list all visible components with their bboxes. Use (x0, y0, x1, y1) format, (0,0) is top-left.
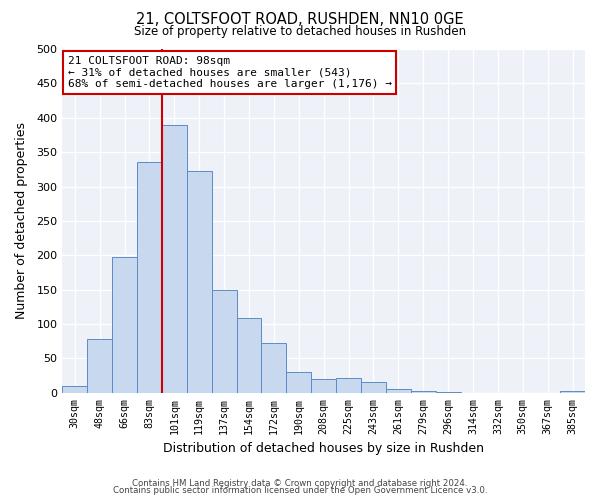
Bar (87, 339, 112, 393)
Text: 21, COLTSFOOT ROAD, RUSHDEN, NN10 0GE: 21, COLTSFOOT ROAD, RUSHDEN, NN10 0GE (136, 12, 464, 28)
Bar (361, 382, 386, 393)
Bar (187, 170, 212, 393)
Bar (411, 392, 436, 393)
Bar (286, 372, 311, 393)
Bar (311, 379, 336, 393)
Bar (336, 378, 361, 393)
Text: Size of property relative to detached houses in Rushden: Size of property relative to detached ho… (134, 25, 466, 38)
Text: Contains HM Land Registry data © Crown copyright and database right 2024.: Contains HM Land Registry data © Crown c… (132, 478, 468, 488)
Bar (137, 162, 162, 393)
Bar (162, 124, 187, 393)
Bar (436, 392, 461, 393)
Bar (236, 318, 262, 393)
Text: Contains public sector information licensed under the Open Government Licence v3: Contains public sector information licen… (113, 486, 487, 495)
Bar (386, 388, 411, 393)
X-axis label: Distribution of detached houses by size in Rushden: Distribution of detached houses by size … (163, 442, 484, 455)
Y-axis label: Number of detached properties: Number of detached properties (15, 122, 28, 320)
Bar (212, 290, 236, 393)
Text: 21 COLTSFOOT ROAD: 98sqm
← 31% of detached houses are smaller (543)
68% of semi-: 21 COLTSFOOT ROAD: 98sqm ← 31% of detach… (68, 56, 392, 89)
Bar (262, 342, 286, 393)
Bar (62, 386, 87, 393)
Bar (112, 258, 137, 393)
Bar (560, 390, 585, 393)
